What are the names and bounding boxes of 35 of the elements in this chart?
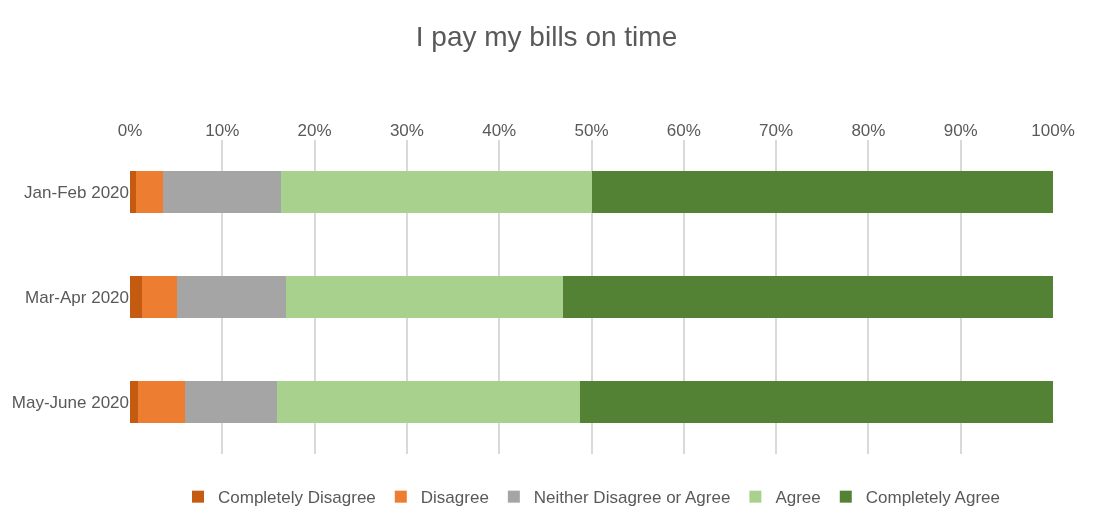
bar — [177, 276, 286, 318]
y-tick-label: Mar-Apr 2020 — [25, 287, 129, 307]
x-tick-label: 30% — [389, 120, 424, 140]
bar — [130, 276, 142, 318]
legend-label: Neither Disagree or Agree — [533, 488, 731, 508]
x-tick-label: 40% — [482, 120, 517, 140]
bar — [276, 380, 581, 423]
bar — [285, 276, 563, 318]
x-tick-label: 90% — [943, 120, 978, 140]
bar — [281, 171, 592, 214]
bar — [138, 380, 186, 423]
bar — [591, 171, 1053, 214]
x-tick-label: 20% — [297, 120, 332, 140]
x-tick-label: 80% — [851, 120, 886, 140]
x-tick-label: 100% — [1031, 120, 1075, 140]
bar — [130, 380, 139, 423]
bar — [163, 171, 282, 214]
bar — [185, 380, 277, 423]
bar — [142, 276, 178, 318]
legend-label: Agree — [775, 488, 821, 508]
x-tick-label: 60% — [666, 120, 701, 140]
x-tick-label: 70% — [759, 120, 794, 140]
legend-label: Completely Disagree — [218, 488, 376, 508]
x-tick-label: 0% — [117, 120, 143, 140]
bar — [580, 380, 1053, 423]
legend-label: Disagree — [420, 488, 489, 508]
x-tick-label: 10% — [205, 120, 240, 140]
bar — [135, 171, 164, 214]
x-tick-label: 50% — [574, 120, 609, 140]
bar — [130, 171, 136, 214]
y-tick-label: May-June 2020 — [11, 392, 129, 412]
bar — [562, 276, 1053, 318]
chart-title: I pay my bills on time — [415, 20, 678, 52]
y-tick-label: Jan-Feb 2020 — [24, 183, 129, 203]
legend-label: Completely Agree — [865, 488, 1000, 508]
